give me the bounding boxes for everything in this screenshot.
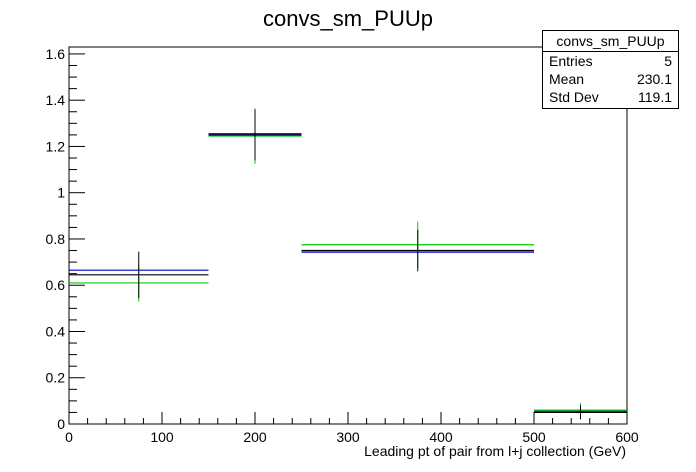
stats-label-mean: Mean: [549, 71, 585, 87]
stats-label-entries: Entries: [549, 53, 593, 69]
y-tick-label: 1.6: [46, 46, 66, 62]
stats-row-entries: Entries 5: [543, 52, 678, 70]
x-tick-label: 200: [243, 429, 267, 445]
stats-value-mean: 230.1: [636, 71, 672, 87]
y-tick-label: 1.4: [46, 92, 66, 108]
error-bars: [138, 108, 581, 420]
stats-box: convs_sm_PUUp Entries 5 Mean 230.1 Std D…: [542, 30, 679, 109]
x-tick-label: 0: [65, 429, 73, 445]
chart-title: convs_sm_PUUp: [263, 6, 433, 31]
stats-row-mean: Mean 230.1: [543, 70, 678, 88]
x-tick-label: 400: [429, 429, 453, 445]
y-tick-label: 0.8: [46, 231, 66, 247]
y-tick-label: 1.2: [46, 138, 66, 154]
stats-row-stddev: Std Dev 119.1: [543, 88, 678, 106]
stats-box-title: convs_sm_PUUp: [543, 31, 678, 52]
x-tick-label: 100: [150, 429, 174, 445]
y-tick-label: 0: [57, 416, 65, 432]
x-axis-ticks: 0 100 200 300 400 500 600: [65, 412, 639, 445]
stats-value-stddev: 119.1: [638, 89, 672, 105]
stats-label-stddev: Std Dev: [549, 89, 599, 105]
x-tick-label: 300: [336, 429, 360, 445]
x-axis-label: Leading pt of pair from l+j collection (…: [364, 443, 626, 459]
stats-value-entries: 5: [664, 53, 672, 69]
y-tick-label: 0.2: [46, 370, 66, 386]
y-tick-label: 0.4: [46, 323, 66, 339]
x-tick-label: 600: [615, 429, 639, 445]
y-axis-ticks: 0 0.2 0.4 0.6 0.8 1 1.2 1.4 1.6: [46, 46, 85, 432]
y-tick-label: 1: [57, 185, 65, 201]
y-tick-label: 0.6: [46, 277, 66, 293]
histogram-series: [69, 133, 627, 414]
x-tick-label: 500: [522, 429, 546, 445]
